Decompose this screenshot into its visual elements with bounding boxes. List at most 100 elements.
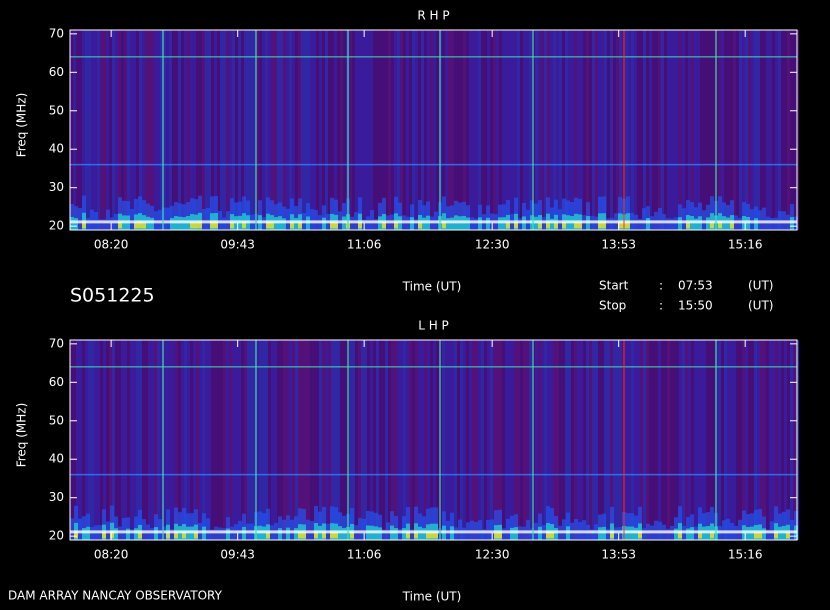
spectrum-stripe — [685, 340, 688, 540]
spectrum-stripe — [91, 340, 94, 540]
spectrum-stripe — [772, 30, 775, 230]
emission-yellow — [82, 221, 86, 229]
emission-blue — [150, 527, 154, 540]
spectrum-stripe — [544, 340, 547, 540]
spectrum-stripe — [298, 30, 301, 230]
spectrum-stripe — [790, 30, 793, 230]
emission-blue — [666, 528, 670, 540]
spectrum-stripe — [490, 30, 493, 230]
emission-yellow — [74, 531, 78, 539]
spectrum-stripe — [271, 30, 274, 230]
spectrum-stripe — [574, 30, 577, 230]
emission-yellow — [554, 222, 558, 229]
spectrum-stripe — [616, 30, 619, 230]
spectrum-stripe — [211, 340, 214, 540]
emission-blue — [470, 217, 474, 230]
spectrum-stripe — [781, 30, 784, 230]
spectrum-stripe — [106, 340, 109, 540]
y-axis-label: Freq (MHz) — [15, 93, 29, 158]
spectrum-stripe — [517, 340, 520, 540]
emission-cyan — [422, 528, 426, 540]
spectrum-stripe — [187, 30, 190, 230]
emission-blue — [682, 208, 686, 230]
spectrum-stripe — [595, 340, 598, 540]
spectrum-stripe — [628, 340, 631, 540]
spectrum-stripe — [274, 340, 277, 540]
spectrum-stripe — [640, 340, 643, 540]
spectrum-stripe — [604, 30, 607, 230]
emission-white — [70, 530, 797, 534]
spectrum-stripe — [754, 340, 757, 540]
spectrum-stripe — [679, 30, 682, 230]
emission-blue — [606, 528, 610, 540]
spectrum-stripe — [742, 30, 745, 230]
y-axis-label: Freq (MHz) — [15, 403, 29, 468]
spectrum-stripe — [157, 340, 160, 540]
spectrum-stripe — [748, 340, 751, 540]
spectrum-stripe — [523, 30, 526, 230]
spectrum-stripe — [427, 340, 430, 540]
spectrum-stripe — [658, 340, 661, 540]
spectrum-stripe — [160, 30, 163, 230]
emission-blue — [654, 520, 658, 540]
x-tick-label: 11:06 — [347, 238, 382, 252]
spectrum-stripe — [241, 340, 244, 540]
spectrum-stripe — [142, 30, 145, 230]
stop-time: 15:50 — [678, 299, 713, 313]
spectrum-stripe — [574, 340, 577, 540]
emission-blue — [350, 216, 354, 230]
emission-cyan — [126, 528, 130, 540]
spectrum-stripe — [727, 340, 730, 540]
emission-blue — [158, 519, 162, 540]
emission-cyan — [534, 216, 538, 230]
emission-blue — [262, 217, 266, 230]
spectrum-stripe — [775, 30, 778, 230]
spectrum-stripe — [409, 340, 412, 540]
spectrum-stripe — [301, 30, 304, 230]
spectrum-stripe — [475, 30, 478, 230]
emission-cyan — [294, 217, 298, 230]
emission-cyan — [86, 526, 90, 540]
emission-cyan — [146, 216, 150, 230]
spectrum-stripe — [328, 340, 331, 540]
emission-cyan — [450, 217, 454, 230]
spectrum-stripe — [631, 30, 634, 230]
emission-blue — [266, 197, 270, 230]
emission-blue — [286, 208, 290, 230]
spectrum-stripe — [250, 30, 253, 230]
spectrum-stripe — [550, 340, 553, 540]
emission-cyan — [762, 528, 766, 540]
spectrum-stripe — [268, 30, 271, 230]
spectrum-stripe — [604, 340, 607, 540]
spectrum-stripe — [445, 30, 448, 230]
emission-yellow — [194, 222, 198, 229]
emission-blue — [614, 527, 618, 540]
spectrum-stripe — [463, 30, 466, 230]
emission-blue — [670, 218, 674, 230]
spectrum-stripe — [790, 340, 793, 540]
emission-yellow — [138, 221, 142, 229]
spectrum-stripe — [73, 30, 76, 230]
emission-cyan — [422, 217, 426, 230]
spectrum-stripe — [328, 30, 331, 230]
spectrum-stripe — [229, 30, 232, 230]
emission-blue — [306, 519, 310, 540]
spectrum-stripe — [688, 30, 691, 230]
emission-blue — [698, 202, 702, 230]
spectrum-stripe — [172, 30, 175, 230]
spectrum-stripe — [760, 340, 763, 540]
spectrum-stripe — [220, 340, 223, 540]
spectrum-stripe — [487, 340, 490, 540]
spectrum-stripe — [418, 340, 421, 540]
spectrum-stripe — [481, 30, 484, 230]
spectrum-stripe — [433, 30, 436, 230]
spectrum-stripe — [247, 30, 250, 230]
spectrum-stripe — [253, 30, 256, 230]
spectrum-stripe — [436, 340, 439, 540]
emission-yellow — [626, 221, 630, 229]
spectrum-stripe — [292, 30, 295, 230]
spectrum-stripe — [520, 340, 523, 540]
spectrum-stripe — [82, 340, 85, 540]
emission-blue — [274, 204, 278, 230]
emission-yellow — [638, 531, 642, 539]
